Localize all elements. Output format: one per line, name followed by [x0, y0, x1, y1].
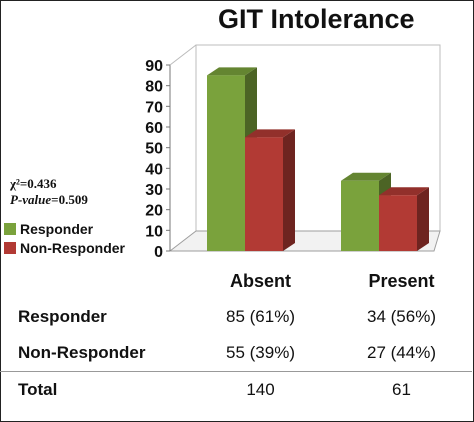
bar-absent-responder — [207, 75, 245, 251]
y-tick-label: 60 — [145, 120, 163, 137]
legend-item-non-responder: Non-Responder — [4, 240, 125, 256]
y-tick-label: 30 — [145, 182, 163, 199]
y-tick-label: 20 — [145, 203, 163, 220]
legend-swatch-responder — [4, 223, 16, 235]
bar-top-present-non-responder — [379, 187, 429, 196]
p-value-number: =0.509 — [51, 192, 88, 207]
bar-chart: 0 10 20 30 40 50 60 70 80 90 — [145, 44, 441, 261]
table-header-absent: Absent — [229, 270, 291, 291]
table-cell: 34 (56%) — [367, 307, 436, 326]
bar-absent-non-responder — [245, 137, 283, 251]
table-row: Total 140 61 — [0, 371, 472, 408]
y-tick-label: 40 — [145, 161, 163, 178]
legend-swatch-non-responder — [4, 242, 16, 254]
table-corner-cell — [0, 263, 190, 299]
y-axis-depth-line — [169, 44, 197, 66]
data-table: Absent Present Responder 85 (61%) 34 (56… — [0, 263, 472, 408]
chi-square-stat: χ²=0.436 — [10, 176, 57, 191]
row-label: Total — [0, 371, 190, 408]
p-value-stat: P-value=0.509 — [10, 192, 88, 208]
row-label: Responder — [18, 307, 107, 326]
y-tick-label: 80 — [145, 79, 163, 96]
table-row: Responder 85 (61%) 34 (56%) — [0, 299, 472, 335]
y-tick-label: 10 — [145, 223, 163, 240]
table-header-row: Absent Present — [0, 263, 472, 299]
bar-present-responder — [341, 180, 379, 251]
table-cell: 27 (44%) — [367, 343, 436, 362]
chart-title: GIT Intolerance — [218, 4, 415, 34]
bar-top-present-responder — [341, 172, 391, 181]
bar-side-present-non-responder — [417, 187, 429, 251]
table-cell: 55 (39%) — [226, 343, 295, 362]
p-value-label: P-value — [10, 192, 52, 207]
y-tick-label: 90 — [145, 58, 163, 75]
row-label: Non-Responder — [18, 343, 146, 362]
y-tick-label: 0 — [154, 244, 163, 261]
table-cell: 140 — [190, 371, 331, 408]
table-row: Non-Responder 55 (39%) 27 (44%) — [0, 335, 472, 372]
bar-top-absent-non-responder — [245, 129, 295, 138]
bar-present-non-responder — [379, 195, 417, 251]
table-cell: 61 — [331, 371, 472, 408]
legend-item-responder: Responder — [4, 221, 93, 237]
y-tick-label: 50 — [145, 141, 163, 158]
table-header-present: Present — [368, 270, 435, 291]
bar-top-absent-responder — [207, 67, 257, 76]
table-cell: 85 (61%) — [226, 307, 295, 326]
y-tick-label: 70 — [145, 99, 163, 116]
legend-label-non-responder: Non-Responder — [20, 240, 125, 256]
bar-side-absent-non-responder — [283, 129, 295, 251]
legend-label-responder: Responder — [20, 221, 94, 237]
